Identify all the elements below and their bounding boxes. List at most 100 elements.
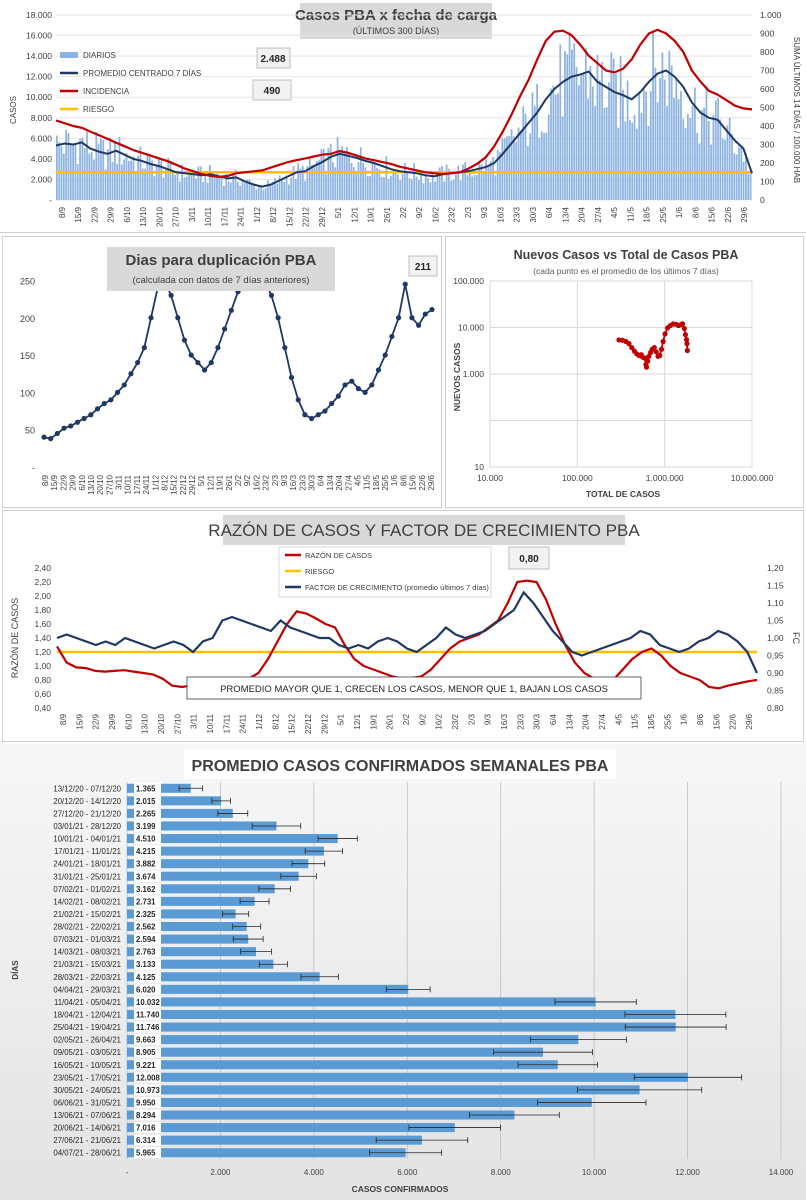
x-tick-label: 10.000 [582,1168,607,1177]
x-tick-label: 9/2 [415,206,424,218]
category-label: 09/05/21 - 03/05/21 [53,1048,121,1057]
daily-bar [387,178,390,200]
x-tick-label: 25/5 [659,206,668,222]
annotation-box [252,79,292,101]
x-tick-label: 13/10 [139,206,148,227]
category-label: 10/01/21 - 04/01/21 [53,835,121,844]
daily-bar [550,88,552,200]
y2-tick-label: 600 [760,84,774,94]
annotation-box [256,47,291,69]
y-axis-label: NUEVOS CASOS [452,342,462,411]
x-tick-label: 9/3 [280,474,289,486]
daily-bar [529,133,532,200]
daily-bar [274,178,276,200]
daily-bar [649,91,652,200]
annotation-label: 0,80 [519,554,539,565]
daily-bar [714,100,717,200]
x-tick-label: 13/10 [87,474,96,495]
category-label: 28/03/21 - 22/03/21 [53,973,121,982]
duplicacion-point [382,352,388,358]
data-label: 8.905 [136,1048,156,1057]
x-tick-label: 23/2 [451,713,460,729]
daily-bar [408,178,411,200]
x-tick-label: 29/12 [320,713,329,734]
category-label: 04/04/21 - 29/03/21 [53,985,121,994]
x-tick-label: 4/5 [353,474,362,486]
x-tick-label: 24/11 [237,206,246,226]
duplicacion-point [41,434,47,440]
category-label: 24/01/21 - 18/01/21 [53,860,121,869]
daily-bar [684,127,687,200]
daily-bar [598,80,601,200]
y-tick-label: 0,80 [34,675,51,685]
daily-bar [355,170,358,200]
x-tick-label: 10/11 [206,713,215,733]
daily-bar [306,165,309,200]
daily-bar [508,136,511,200]
data-label-box [134,946,161,958]
daily-bar [536,83,538,200]
daily-bar [680,90,682,200]
daily-bar [364,167,367,200]
duplicacion-point [422,311,428,317]
duplicacion-point [228,307,234,313]
y-tick-label: 200 [20,314,35,324]
duplicacion-point [181,337,188,343]
daily-bar [410,179,413,200]
x-tick-label: 13/4 [565,713,574,729]
daily-bar [315,161,318,200]
casos-fecha-carga-panel: Casos PBA x fecha de carga (ÚLTIMOS 300 D… [0,0,806,233]
duplicacion-point [429,306,435,313]
x-tick-label: 10/11 [124,474,133,494]
daily-bar [515,141,518,200]
data-label-box [134,1147,161,1159]
x-tick-label: 6/4 [545,206,554,218]
legend-label: DIARIOS [83,51,116,60]
daily-bar [557,93,559,200]
daily-bar [661,52,664,201]
nuevos-vs-total-chart: Nuevos Casos vs Total de Casos PBA (cada … [452,248,774,499]
daily-bar [239,185,242,200]
y-tick-label: 2,00 [34,591,51,601]
duplicacion-point [295,397,301,403]
daily-bar [185,176,188,200]
y-tick-label: 2,20 [34,577,51,587]
daily-bar [610,52,613,200]
category-label: 07/02/21 - 01/02/21 [53,885,121,894]
x-tick-label: 15/12 [285,206,294,227]
daily-bar [712,114,715,200]
daily-bar [211,174,214,200]
x-tick-label: 27/10 [172,206,181,227]
razon-factor-panel: RAZÓN DE CASOS Y FACTOR DE CRECIMIENTO P… [2,510,804,742]
daily-bar [638,91,641,200]
y2-tick-label: 0,85 [767,686,784,696]
category-label: 17/01/21 - 11/01/21 [54,847,121,856]
data-label-box [134,971,161,983]
chart-subtitle: (ÚLTIMOS 300 DÍAS) [353,26,439,36]
daily-bar [311,165,313,200]
daily-bar [357,162,360,200]
x-tick-label: 17/11 [220,206,229,226]
daily-bar [56,135,58,200]
x-tick-label: 1.000.000 [646,473,684,483]
daily-bar [264,188,267,200]
x-tick-label: 23/2 [448,206,457,222]
daily-bar [749,172,752,200]
y2-tick-label: 1,05 [767,616,784,626]
x-tick-label: 1/6 [675,206,684,218]
y-tick-label: 1.000 [463,369,485,379]
duplicacion-point [329,400,335,407]
x-tick-label: 29/9 [107,206,116,222]
data-label: 9.663 [136,1036,156,1045]
y2-tick-label: 0,80 [767,703,784,713]
x-tick-label: 12/1 [350,206,359,222]
daily-bar [404,162,406,200]
daily-bar [385,156,388,200]
x-tick-label: 18/5 [372,474,381,490]
daily-bar [466,175,469,200]
category-label: 27/12/20 - 21/12/20 [53,809,121,818]
y-tick-label: - [49,195,52,205]
x-tick-label: 10.000 [477,473,503,483]
daily-bar [645,91,648,200]
daily-bar [141,168,144,200]
